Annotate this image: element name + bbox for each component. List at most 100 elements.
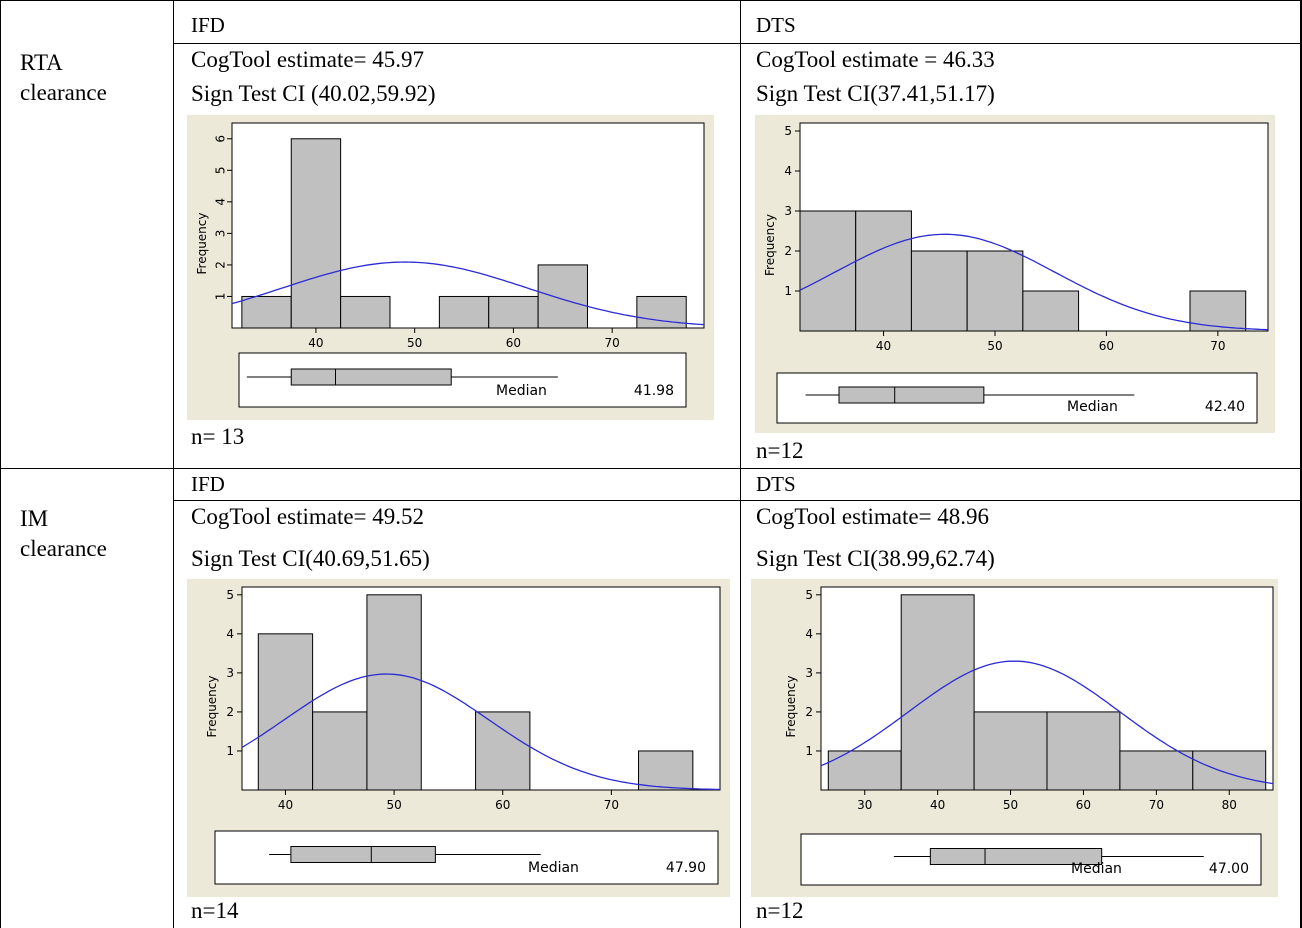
histogram-bar — [1189, 290, 1247, 332]
histogram-bar — [366, 594, 422, 791]
x-tick-label: 60 — [495, 798, 510, 812]
table-border-left — [0, 0, 1, 928]
histogram-panel: 40 50 60 70 1 2 3 4 5 Frequency Median 42.40 — [755, 115, 1275, 433]
histogram-chart: 30 40 50 60 70 80 1 2 3 4 5 Frequency Median 47.00 — [784, 586, 1274, 886]
cogtool-estimate: CogTool estimate = 46.33 — [756, 47, 995, 72]
histogram-bar — [1119, 750, 1194, 791]
cogtool-estimate: CogTool estimate= 45.97 — [191, 47, 425, 72]
table-border-right — [1300, 0, 1302, 928]
y-tick-label: 4 — [214, 198, 228, 206]
col-header-dts: DTS — [756, 13, 796, 37]
y-tick-label: 3 — [784, 204, 792, 218]
row-label-line1: IM — [20, 506, 49, 531]
y-tick-label: 1 — [805, 744, 813, 758]
x-tick-label: 40 — [930, 798, 945, 812]
y-tick-label: 3 — [214, 230, 228, 238]
sign-test-ci: Sign Test CI(38.99,62.74) — [756, 546, 995, 571]
median-value: 47.00 — [1209, 861, 1249, 877]
histogram-bar — [488, 295, 539, 329]
sample-size: n=12 — [756, 898, 804, 923]
histogram-panel: 40 50 60 70 1 2 3 4 5 Frequency Median 47.90 — [187, 579, 730, 897]
normal-fit-curve — [799, 233, 1269, 331]
y-tick-label: 3 — [805, 666, 813, 680]
x-tick-label: 50 — [1003, 798, 1018, 812]
y-axis-label: Frequency — [195, 213, 209, 275]
sign-test-ci: Sign Test CI (40.02,59.92) — [191, 81, 436, 106]
histogram-bar — [438, 295, 490, 329]
x-tick-label: 70 — [1149, 798, 1164, 812]
histogram-bar — [638, 750, 694, 791]
histogram-bar — [827, 750, 902, 791]
y-axis-label: Frequency — [205, 676, 219, 738]
median-label: Median — [1071, 861, 1122, 877]
x-tick-label: 40 — [876, 339, 891, 353]
boxplot-box — [290, 368, 452, 386]
histogram-bar — [241, 295, 292, 329]
cogtool-estimate: CogTool estimate= 48.96 — [756, 504, 990, 529]
boxplot-box — [290, 846, 436, 863]
row-label-line2: clearance — [20, 536, 107, 561]
sign-test-ci: Sign Test CI(37.41,51.17) — [756, 81, 995, 106]
x-tick-label: 30 — [857, 798, 872, 812]
histogram-bar — [1046, 711, 1121, 791]
x-tick-label: 60 — [1076, 798, 1091, 812]
boxplot-box — [838, 386, 985, 404]
y-tick-label: 5 — [214, 166, 228, 174]
median-value: 47.90 — [666, 860, 706, 876]
histogram-chart: 40 50 60 70 1 2 3 4 5 Frequency Median 42.40 — [763, 122, 1269, 424]
histogram-bar — [799, 210, 857, 332]
y-tick-label: 1 — [226, 744, 234, 758]
x-tick-label: 70 — [605, 336, 620, 350]
boxplot-box — [929, 848, 1103, 865]
x-tick-label: 50 — [386, 798, 401, 812]
normal-fit-curve — [231, 261, 705, 326]
y-tick-label: 2 — [805, 705, 813, 719]
y-tick-label: 5 — [226, 588, 234, 602]
histogram-bar — [910, 250, 968, 332]
col-header-ifd: IFD — [191, 472, 225, 496]
header-rule-row2 — [173, 500, 1302, 501]
histogram-bar — [973, 711, 1048, 791]
table-border-top — [0, 0, 1302, 1]
histogram-bar — [340, 295, 391, 329]
y-tick-label: 2 — [784, 244, 792, 258]
row-divider — [0, 468, 1302, 469]
y-tick-label: 2 — [226, 705, 234, 719]
x-tick-label: 40 — [308, 336, 323, 350]
y-tick-label: 4 — [226, 627, 234, 641]
header-rule-row1 — [173, 43, 1302, 44]
histogram-bar — [900, 594, 975, 791]
x-tick-label: 60 — [506, 336, 521, 350]
x-tick-label: 80 — [1222, 798, 1237, 812]
histogram-chart: 40 50 60 70 1 2 3 4 5 Frequency Median 47.90 — [205, 586, 721, 885]
y-tick-label: 4 — [784, 164, 792, 178]
y-axis-label: Frequency — [784, 676, 798, 738]
median-label: Median — [528, 860, 579, 876]
row-label-line2: clearance — [20, 80, 107, 105]
median-value: 41.98 — [634, 383, 674, 399]
histogram-bar — [1192, 750, 1267, 791]
median-label: Median — [496, 383, 547, 399]
sign-test-ci: Sign Test CI(40.69,51.65) — [191, 546, 430, 571]
y-tick-label: 2 — [214, 261, 228, 269]
normal-fit-curve — [820, 660, 1274, 785]
y-tick-label: 5 — [805, 588, 813, 602]
median-value: 42.40 — [1205, 399, 1245, 415]
x-tick-label: 40 — [278, 798, 293, 812]
y-tick-label: 3 — [226, 666, 234, 680]
x-tick-label: 50 — [987, 339, 1002, 353]
row-label-rta: RTA clearance — [20, 50, 107, 106]
y-tick-label: 6 — [214, 135, 228, 143]
y-tick-label: 4 — [805, 627, 813, 641]
histogram-panel: 40 50 60 70 1 2 3 4 5 6 Frequency Median 41.98 — [187, 115, 714, 420]
normal-fit-curve — [241, 673, 720, 791]
histogram-bar — [855, 210, 912, 332]
histogram-bar — [537, 264, 588, 329]
x-tick-label: 50 — [407, 336, 422, 350]
histogram-bar — [966, 250, 1024, 332]
histogram-bar — [475, 711, 531, 791]
y-tick-label: 5 — [784, 124, 792, 138]
sample-size: n=12 — [756, 438, 804, 463]
row-label-line1: RTA — [20, 50, 63, 75]
